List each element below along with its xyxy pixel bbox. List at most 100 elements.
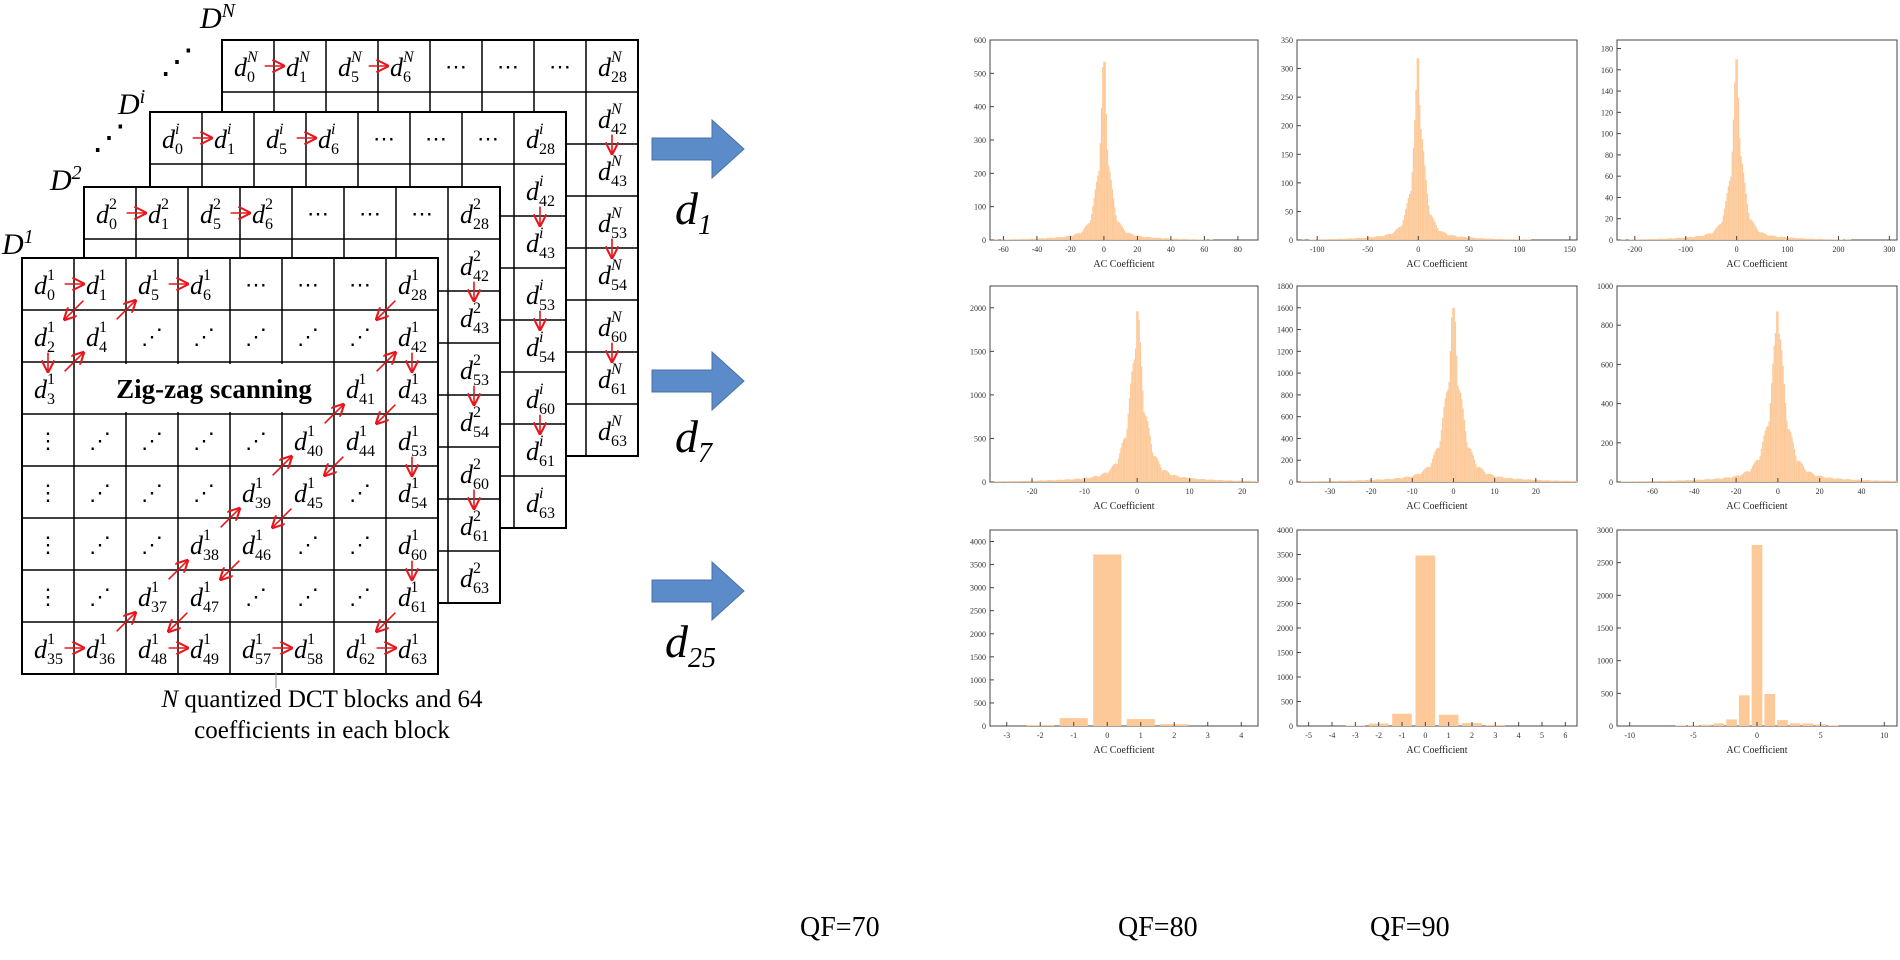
histogram-bar xyxy=(1507,477,1509,482)
histogram-bar xyxy=(1681,480,1684,482)
histogram-bar xyxy=(1740,156,1742,240)
histogram-bar xyxy=(1501,477,1504,482)
histogram-bar xyxy=(1661,480,1663,482)
histogram-bar xyxy=(1018,481,1020,482)
histogram-bar xyxy=(1048,480,1050,482)
histogram-bar xyxy=(1395,230,1397,240)
histogram-bar xyxy=(1102,473,1104,482)
histogram-bar xyxy=(1487,238,1490,240)
histogram-bar xyxy=(1152,237,1154,240)
histogram-bar xyxy=(1765,427,1768,482)
histogram-bar xyxy=(1430,463,1432,482)
histogram-bar xyxy=(1345,480,1347,482)
histogram-bar xyxy=(1169,238,1171,240)
histogram-bar xyxy=(1011,481,1014,482)
histogram-bar xyxy=(1429,467,1431,482)
histogram-bar xyxy=(1086,224,1088,240)
histogram-bar xyxy=(1735,59,1737,240)
histogram-bar xyxy=(1645,481,1647,482)
x-tick-label: 10 xyxy=(1880,731,1888,740)
histogram-bar xyxy=(1762,442,1764,482)
histogram-bar xyxy=(1751,545,1763,726)
histogram-bar xyxy=(1419,474,1421,482)
y-tick-label: 500 xyxy=(1281,698,1293,707)
histogram-bar xyxy=(1423,151,1425,240)
histogram-bar xyxy=(1473,459,1476,482)
histogram-bar xyxy=(1487,473,1490,482)
histogram-bar xyxy=(1170,475,1172,482)
histogram-bar xyxy=(1058,479,1060,482)
histogram-bar xyxy=(1711,233,1713,240)
histogram-bar xyxy=(1695,236,1698,240)
histogram-bar xyxy=(1424,468,1426,482)
histogram-bar xyxy=(1440,429,1443,482)
histogram-bar xyxy=(1823,477,1825,482)
histogram-bar xyxy=(1317,239,1319,240)
ellipsis: ⋰ xyxy=(245,428,267,453)
qf-label-80: QF=80 xyxy=(1118,912,1198,943)
histogram-bar xyxy=(1750,468,1752,482)
histogram-bar xyxy=(1646,481,1648,482)
histogram-bar xyxy=(1785,237,1787,240)
histogram-bar xyxy=(1643,239,1645,240)
histogram-bar xyxy=(1829,477,1831,482)
histogram-bar xyxy=(1085,226,1087,240)
block-arrow-icon-d7 xyxy=(651,350,745,412)
y-tick-label: 4000 xyxy=(970,538,986,547)
histogram-bar xyxy=(1809,238,1811,240)
histogram-bar xyxy=(1736,59,1738,240)
histogram-d25-qf80: 0 500 1000 1500 2000 2500 3000 3500 4000 -5 -4 -3 -2… xyxy=(1277,526,1578,756)
histogram-bar xyxy=(1069,235,1071,240)
histogram-bar xyxy=(1242,480,1244,482)
histogram-bar xyxy=(1484,471,1486,482)
histogram-bar xyxy=(1764,233,1766,240)
histogram-bar xyxy=(1046,480,1048,482)
histogram-bar xyxy=(1493,475,1495,482)
histogram-bar xyxy=(1445,392,1448,482)
histogram-bar xyxy=(1639,481,1642,482)
histogram-bar xyxy=(1130,383,1132,482)
histogram-bar xyxy=(1002,239,1004,240)
histogram-bar xyxy=(1104,61,1106,240)
histogram-bar xyxy=(1211,479,1213,482)
coefficient-d0: d0N xyxy=(234,49,259,86)
histogram-bar xyxy=(1141,366,1143,482)
histogram-bar xyxy=(1346,480,1348,482)
histogram-bar xyxy=(1527,479,1529,482)
y-tick-label: 400 xyxy=(1281,434,1293,443)
x-tick-label: -20 xyxy=(1731,487,1742,496)
histogram-bar xyxy=(1438,447,1440,482)
histogram-bar xyxy=(1830,477,1833,482)
coefficient-d6: d6i xyxy=(318,121,339,158)
ellipsis: ⋰ xyxy=(89,584,111,609)
histogram-bar xyxy=(1416,473,1418,482)
histogram-bar xyxy=(1545,480,1547,482)
histogram-bar xyxy=(1206,479,1209,482)
histogram-bar xyxy=(1038,480,1040,482)
histogram-bar xyxy=(1514,479,1516,482)
caption-line-1: N quantized DCT blocks and 64 xyxy=(161,686,483,713)
histogram-bar xyxy=(1662,238,1665,240)
histogram-bar xyxy=(1117,221,1120,240)
histogram-bar xyxy=(1805,471,1807,482)
histogram-bar xyxy=(1351,480,1353,482)
histogram-bar xyxy=(1426,466,1429,482)
histogram-bar xyxy=(1793,448,1796,482)
histogram-bar xyxy=(1565,480,1567,482)
histogram-bar xyxy=(1428,205,1430,240)
histogram-bar xyxy=(1748,212,1750,240)
histogram-bar xyxy=(1025,481,1027,482)
histogram-bar xyxy=(1388,478,1390,482)
histogram-bar xyxy=(1510,478,1513,482)
histogram-bar xyxy=(1039,480,1042,482)
histogram-bar xyxy=(1027,480,1029,482)
histogram-bar xyxy=(1251,481,1254,482)
histogram-bar xyxy=(1796,238,1798,240)
histogram-bar xyxy=(1491,474,1493,482)
histogram-bar xyxy=(1725,200,1727,240)
histogram-bar xyxy=(1489,238,1491,240)
histogram-bar xyxy=(1574,480,1576,482)
histogram-bar xyxy=(1867,480,1869,482)
histogram-bar xyxy=(1321,481,1323,482)
histogram-bar xyxy=(1557,480,1560,482)
